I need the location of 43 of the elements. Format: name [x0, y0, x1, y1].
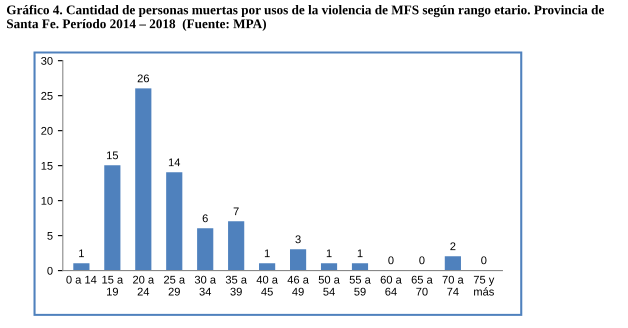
x-tick-label: 75 y más: [474, 276, 494, 296]
data-label: 14: [168, 158, 180, 166]
bar: [166, 172, 182, 271]
data-label: 1: [326, 249, 332, 258]
y-tick-label: 25: [41, 92, 53, 100]
x-tick-label: 20 a 24: [133, 276, 154, 296]
x-tick-label: 15 a 19: [102, 276, 124, 296]
data-label: 1: [79, 249, 84, 258]
data-label: 2: [450, 242, 456, 250]
y-tick-label: 15: [42, 162, 53, 170]
bar: [444, 256, 461, 271]
x-tick-label: 25 a 29: [164, 276, 186, 296]
x-tick-label: 46 a 49: [288, 276, 309, 296]
data-label: 0: [481, 256, 486, 264]
x-tick-label: 55 a 59: [350, 276, 371, 296]
data-label: 7: [234, 208, 239, 216]
data-label: 15: [107, 152, 118, 160]
bar: [228, 221, 244, 271]
x-tick-label: 35 a 39: [226, 276, 247, 296]
x-tick-label: 60 a 64: [380, 276, 402, 296]
y-tick-label: 20: [41, 126, 53, 135]
x-tick-label: 0 a 14: [66, 276, 96, 284]
x-tick-label: 65 a 70: [412, 276, 433, 296]
y-tick-label: 10: [42, 196, 53, 205]
chart-title: Gráfico 4. Cantidad de personas muertas por usos de la violencia de MFS según rango etario. Provincia de Santa Fe. Período 2014 – 2018 (Fuente: MPA): [6, 4, 604, 31]
bar: [104, 165, 120, 271]
bar: [135, 88, 152, 271]
y-tick-label: 30: [41, 56, 53, 65]
x-tick-label: 70 a 74: [442, 276, 464, 296]
data-label: 1: [264, 249, 270, 258]
x-tick-label: 50 a 54: [318, 276, 340, 296]
y-tick-label: 5: [47, 232, 53, 240]
y-tick-label: 0: [47, 266, 53, 275]
data-label: 0: [419, 256, 425, 264]
bar: [197, 228, 214, 271]
data-label: 26: [138, 74, 149, 82]
x-tick-label: 30 a 34: [194, 276, 216, 296]
data-label: 1: [358, 249, 363, 258]
data-label: 3: [295, 235, 301, 244]
data-label: 0: [388, 256, 394, 264]
bar: [290, 249, 306, 271]
x-tick-label: 40 a 45: [256, 276, 278, 296]
data-label: 6: [202, 214, 208, 222]
